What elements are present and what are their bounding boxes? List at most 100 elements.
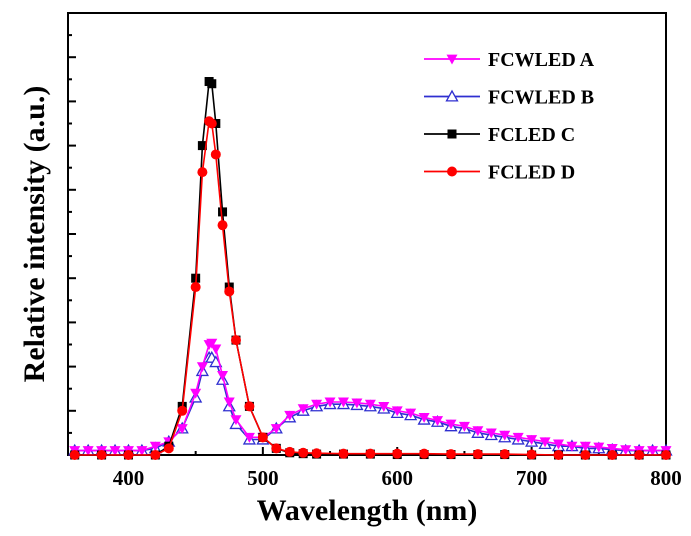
series-layer — [68, 77, 673, 460]
data-point — [311, 399, 323, 410]
y-axis-title: Relative intensity (a.u.) — [18, 86, 51, 383]
legend-entry: FCLED C — [424, 124, 575, 146]
data-point — [218, 207, 228, 217]
data-point — [472, 426, 484, 437]
data-point — [197, 167, 208, 178]
data-point — [553, 450, 564, 460]
x-axis-title: Wavelength (nm) — [257, 494, 478, 527]
data-point — [223, 397, 235, 408]
data-point — [224, 286, 235, 297]
data-point — [647, 446, 659, 457]
data-point — [206, 338, 218, 349]
legend: FCWLED A FCWLED B FCLED C FCLED D — [424, 49, 595, 184]
data-point — [419, 448, 430, 459]
data-point — [190, 282, 201, 293]
series-line — [74, 79, 666, 456]
data-point — [210, 344, 222, 355]
data-point — [197, 141, 207, 151]
data-point — [566, 441, 578, 452]
legend-marker — [445, 89, 459, 102]
x-axis-tick-labels: 400 500 600 700 800 — [113, 466, 682, 490]
data-point — [230, 415, 242, 426]
data-point — [338, 448, 349, 459]
data-point — [96, 450, 107, 460]
data-point — [337, 397, 349, 408]
legend-entry: FCWLED B — [424, 87, 594, 109]
data-point — [499, 449, 510, 460]
data-point — [190, 388, 202, 399]
legend-label: FCLED D — [488, 162, 575, 184]
data-point — [512, 432, 524, 443]
data-point — [634, 450, 645, 460]
data-point — [297, 404, 309, 415]
data-point — [271, 443, 282, 454]
data-point — [365, 448, 376, 459]
data-point — [217, 371, 229, 381]
data-point — [364, 399, 376, 410]
x-tick-label: 600 — [381, 466, 413, 490]
data-point — [580, 450, 591, 460]
legend-label: FCLED C — [488, 124, 575, 146]
data-point — [206, 118, 217, 129]
data-point — [136, 446, 148, 457]
series-fcled-d — [69, 116, 671, 460]
data-point — [351, 398, 363, 409]
data-point — [526, 435, 538, 446]
data-point — [418, 413, 430, 423]
data-point — [163, 443, 174, 454]
data-point — [526, 449, 537, 460]
data-point — [607, 450, 618, 460]
data-point — [207, 79, 217, 89]
data-point — [445, 419, 457, 430]
legend-marker — [447, 129, 457, 139]
data-point — [69, 450, 80, 460]
data-point — [485, 428, 497, 439]
data-point — [150, 450, 161, 460]
data-point — [149, 441, 161, 452]
data-point — [244, 401, 255, 412]
data-point — [257, 432, 268, 443]
data-point — [620, 445, 632, 456]
series-line — [74, 342, 666, 452]
series-fcwled-a — [69, 338, 672, 457]
x-tick-label: 500 — [247, 466, 279, 490]
data-point — [391, 406, 403, 417]
data-point — [82, 446, 94, 457]
data-point — [176, 424, 188, 434]
data-point — [552, 439, 564, 450]
data-point — [378, 401, 390, 412]
data-point — [445, 449, 456, 460]
data-point — [284, 410, 296, 421]
data-point — [177, 405, 188, 416]
legend-entry: FCWLED A — [424, 49, 595, 71]
data-point — [405, 408, 417, 419]
data-point — [539, 437, 551, 448]
data-point — [243, 432, 255, 443]
plot-frame — [67, 12, 667, 456]
data-point — [123, 450, 134, 460]
data-point — [472, 449, 483, 460]
x-tick-label: 400 — [113, 466, 145, 490]
data-point — [661, 450, 671, 460]
legend-marker — [446, 54, 458, 65]
data-point — [324, 397, 336, 408]
data-point — [284, 446, 295, 457]
y-axis-ticks — [68, 34, 76, 434]
data-point — [458, 421, 470, 432]
data-point — [432, 416, 444, 427]
data-point — [270, 424, 282, 434]
data-point — [230, 335, 241, 346]
data-point — [196, 362, 208, 373]
data-point — [210, 149, 221, 160]
data-point — [593, 442, 605, 453]
data-point — [217, 220, 228, 231]
data-point — [109, 446, 121, 457]
data-point — [606, 443, 618, 454]
x-tick-label: 800 — [650, 466, 682, 490]
legend-entry: FCLED D — [424, 162, 575, 184]
data-point — [392, 448, 403, 459]
legend-label: FCWLED A — [488, 49, 595, 71]
data-point — [311, 448, 322, 459]
x-tick-label: 700 — [516, 466, 548, 490]
